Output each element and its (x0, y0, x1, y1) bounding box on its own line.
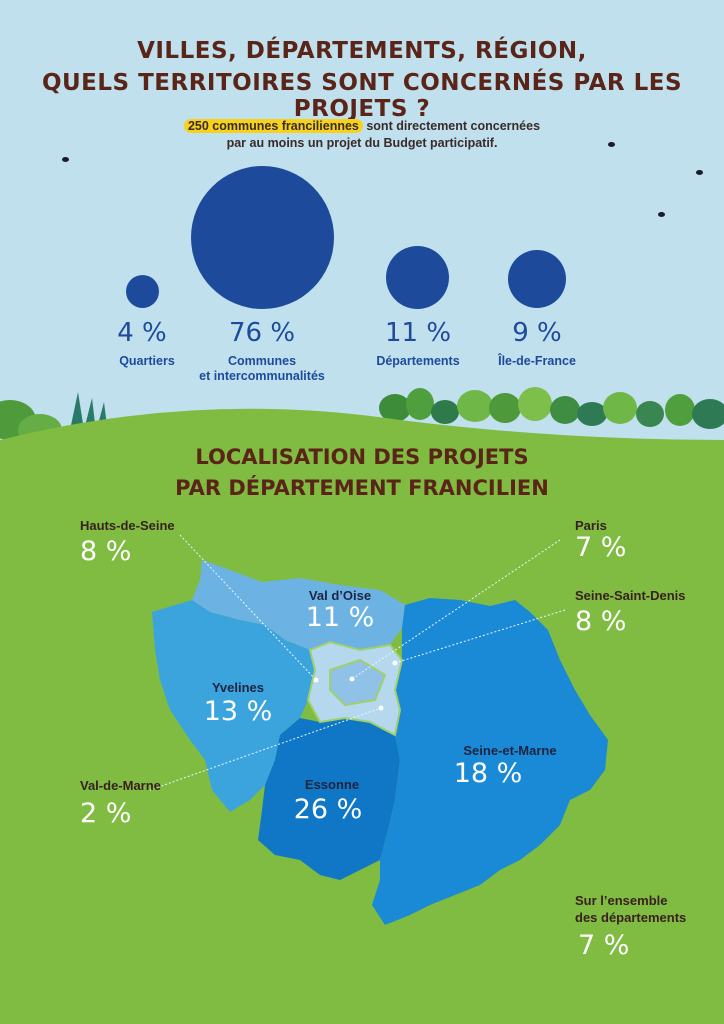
percent-seine-et-marne: 18 % (453, 758, 523, 789)
leader-lines (149, 534, 566, 791)
map-essonne (258, 718, 400, 880)
intro-line2: par au moins un projet du Budget partici… (226, 136, 498, 150)
intro-rest: sont directement concernées (362, 119, 541, 133)
label-seine-saint-denis: Seine-Saint-Denis (575, 588, 686, 603)
page-title-line2: QUELS TERRITOIRES SONT CONCERNÉS PAR LES… (41, 70, 683, 122)
label-essonne: Essonne (304, 777, 360, 792)
ile-de-france-map (149, 534, 608, 925)
label-yvelines: Yvelines (211, 680, 265, 695)
label-ile-de-france: Île-de-France (498, 354, 576, 368)
bubble-departements (386, 246, 449, 309)
map-dots (313, 660, 398, 711)
label-communes: Communes et intercommunalités (199, 354, 325, 383)
bug-decoration (608, 142, 615, 147)
percent-quartiers: 4 % (117, 318, 167, 348)
map-seine-et-marne (372, 598, 608, 925)
label-paris: Paris (575, 518, 607, 533)
section-title-line1: LOCALISATION DES PROJETS (195, 445, 529, 469)
section-title-line2: PAR DÉPARTEMENT FRANCILIEN (175, 476, 549, 500)
intro-highlight: 250 communes franciliennes (183, 119, 363, 133)
bug-decoration (658, 212, 665, 217)
percent-communes: 76 % (228, 318, 296, 348)
bubble-quartiers (126, 275, 159, 308)
percent-ensemble: 7 % (578, 930, 630, 961)
label-seine-et-marne: Seine-et-Marne (463, 743, 557, 758)
percent-paris: 7 % (575, 532, 627, 563)
label-hauts-de-seine: Hauts-de-Seine (80, 518, 175, 533)
percent-seine-saint-denis: 8 % (575, 606, 627, 637)
intro-text: 250 communes franciliennes sont directem… (0, 118, 724, 152)
label-val-de-marne: Val-de-Marne (80, 778, 161, 793)
bubble-communes (191, 166, 334, 309)
percent-val-d-oise: 11 % (305, 602, 375, 633)
bubble-ile-de-france (508, 250, 566, 308)
bug-decoration (62, 157, 69, 162)
bug-decoration (696, 170, 703, 175)
label-val-d-oise: Val d’Oise (308, 588, 372, 603)
label-departements: Départements (376, 354, 460, 368)
label-ensemble: Sur l’ensemble des départements (575, 893, 687, 925)
bushes-right (379, 387, 724, 429)
percent-departements: 11 % (384, 318, 452, 348)
percent-val-de-marne: 2 % (80, 798, 132, 829)
label-quartiers: Quartiers (119, 354, 175, 368)
percent-hauts-de-seine: 8 % (80, 536, 132, 567)
sky-background (0, 0, 724, 460)
percent-yvelines: 13 % (203, 696, 273, 727)
percent-ile-de-france: 9 % (512, 318, 562, 348)
page-title-line1: VILLES, DÉPARTEMENTS, RÉGION, (137, 38, 587, 64)
map-val-d-oise (192, 560, 405, 650)
map-yvelines (152, 600, 315, 812)
percent-essonne: 26 % (293, 794, 363, 825)
